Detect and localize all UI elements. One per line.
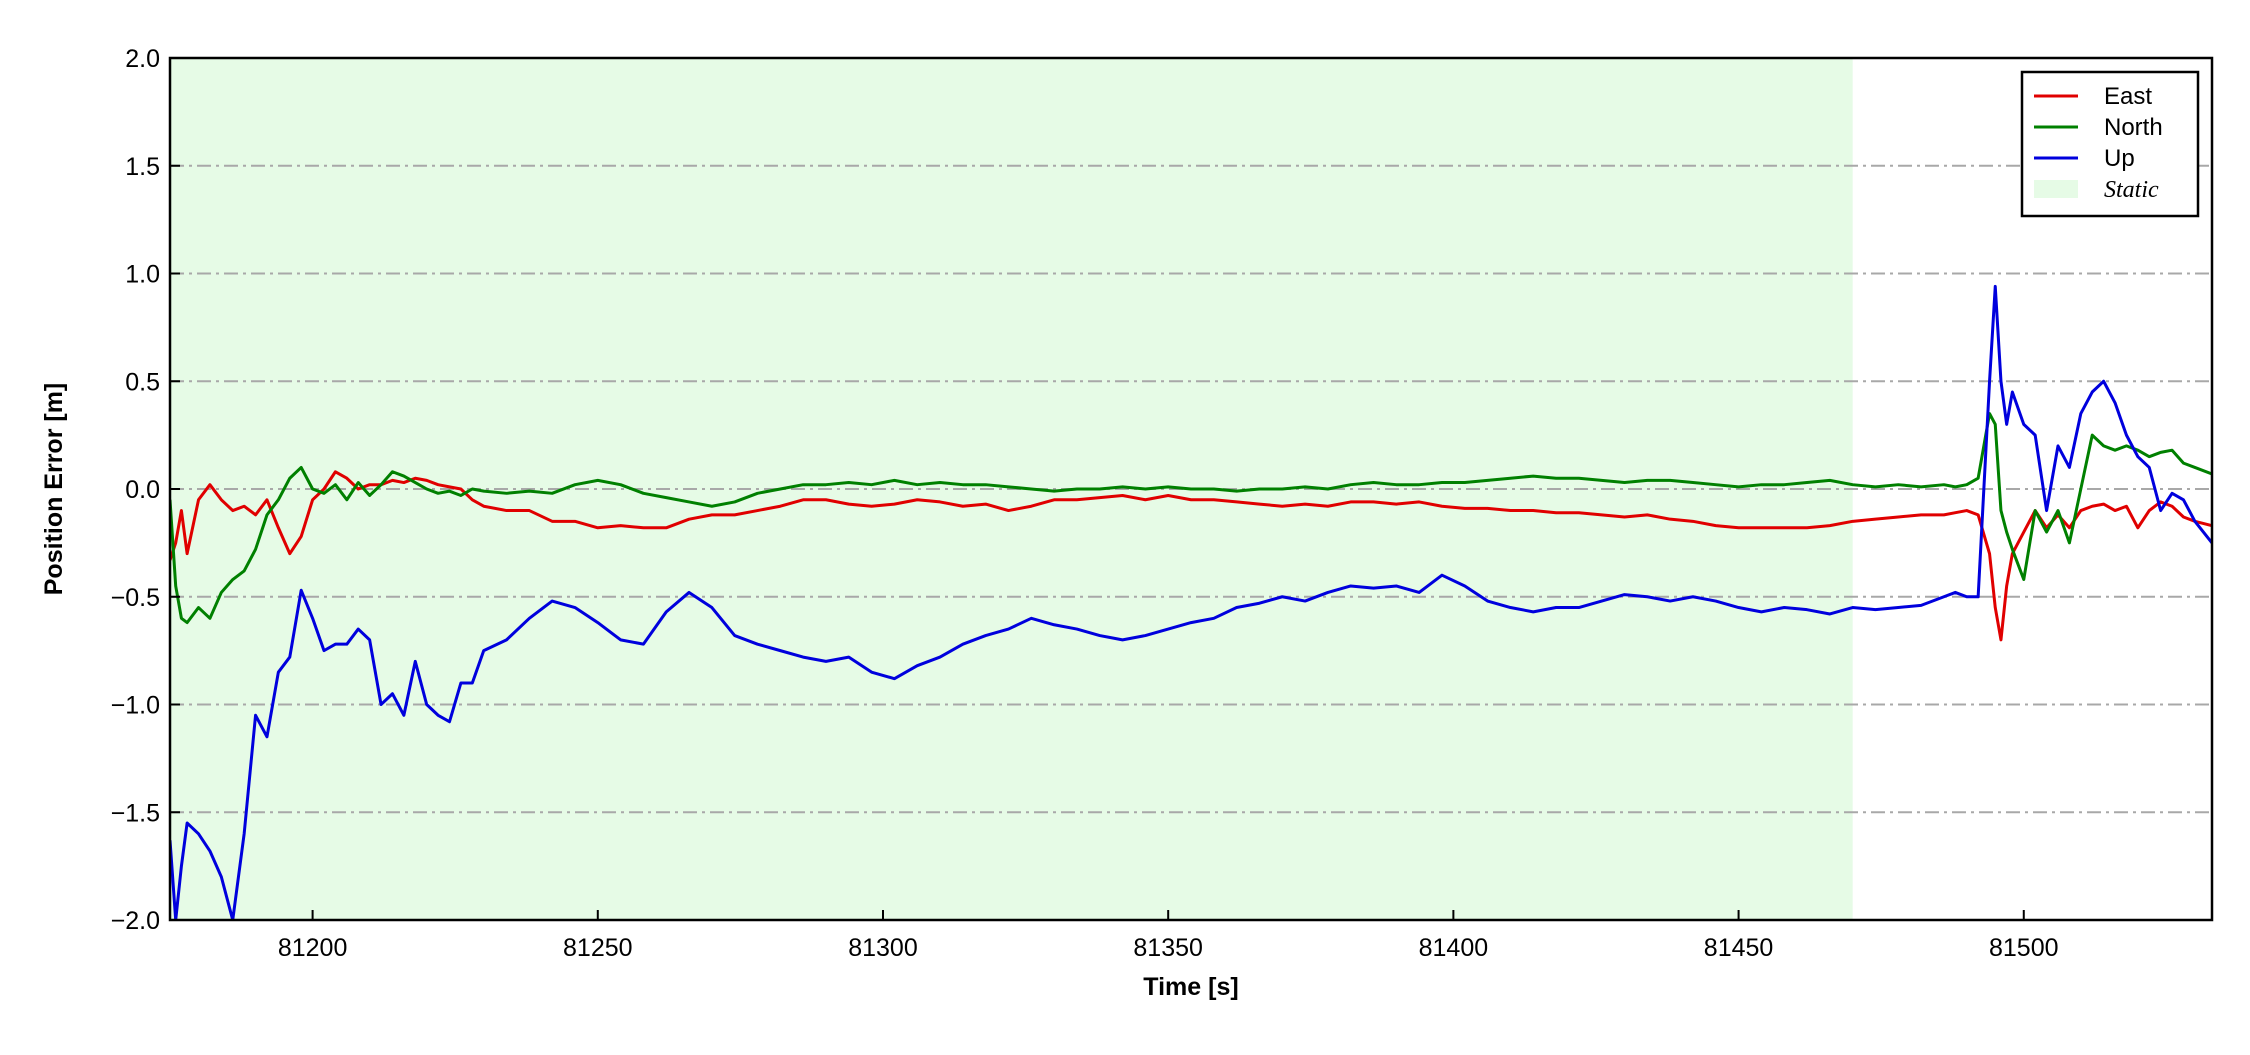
legend-swatch — [2034, 180, 2078, 198]
y-tick-label: 0.5 — [125, 368, 160, 396]
y-tick-label: 2.0 — [125, 45, 160, 73]
legend-label: Static — [2104, 177, 2159, 203]
x-tick-label: 81300 — [848, 934, 918, 962]
axes: −2.0 −1.5 −1.0 −0.5 0.0 0.5 1.0 1.5 2.0 81200 8125… — [111, 45, 2059, 962]
series-line — [170, 470, 2212, 642]
legend-label: Up — [2104, 145, 2135, 172]
x-tick-label: 81400 — [1419, 934, 1489, 962]
series-line — [170, 412, 2212, 625]
y-tick-label: −1.5 — [111, 799, 160, 827]
y-tick-label: 1.0 — [125, 261, 160, 289]
y-tick-label: −0.5 — [111, 584, 160, 612]
x-tick-label: 81450 — [1704, 934, 1774, 962]
legend-label: East — [2104, 83, 2152, 110]
y-tick-label: 1.5 — [125, 153, 160, 181]
legend: East North Up Static — [2020, 70, 2200, 218]
x-tick-label: 81350 — [1133, 934, 1203, 962]
y-tick-label: −1.0 — [111, 692, 160, 720]
lines — [170, 284, 2212, 920]
legend-label: North — [2104, 114, 2163, 141]
x-tick-label: 81250 — [563, 934, 633, 962]
series-line — [170, 284, 2212, 920]
x-tick-label: 81200 — [278, 934, 348, 962]
y-axis-title: Position Error [m] — [40, 383, 68, 596]
x-axis-title: Time [s] — [1143, 973, 1238, 1001]
x-tick-label: 81500 — [1989, 934, 2059, 962]
y-tick-label: −2.0 — [111, 907, 160, 935]
y-tick-label: 0.0 — [125, 476, 160, 504]
